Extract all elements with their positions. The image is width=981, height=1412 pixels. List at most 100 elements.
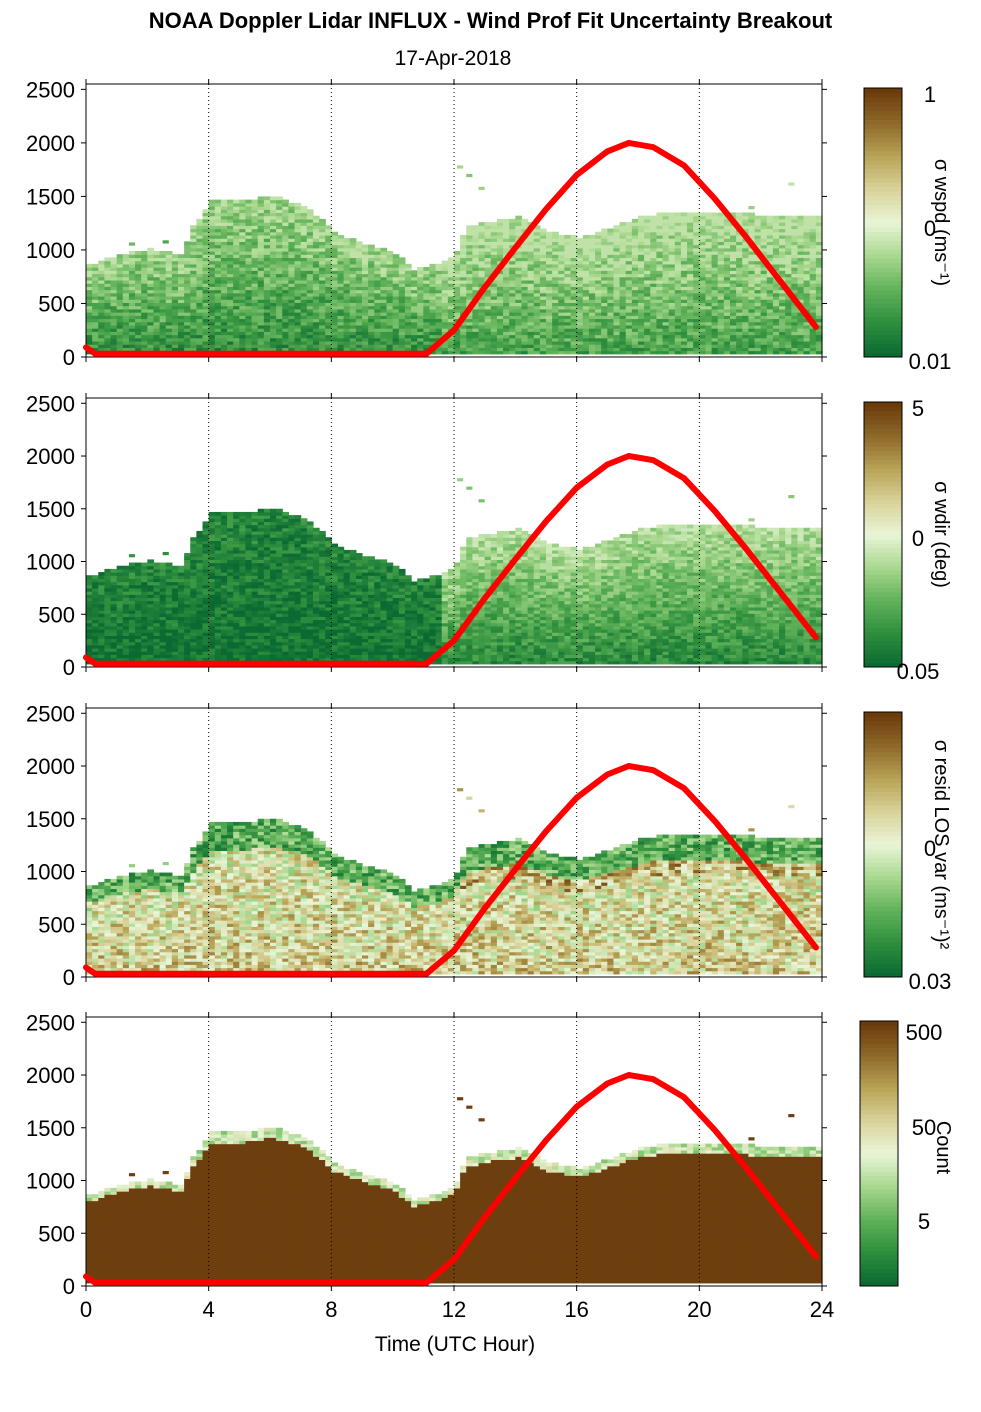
y-tick-label: 1000	[26, 238, 75, 263]
heatmap-cell	[86, 575, 93, 579]
heatmap-cell	[521, 219, 528, 223]
heatmap-cell	[712, 212, 719, 216]
colorbar-step	[864, 173, 902, 178]
heatmap-cell	[675, 212, 682, 216]
heatmap-cell	[755, 216, 762, 220]
colorbar-step	[864, 205, 902, 210]
heatmap-cell	[632, 219, 639, 223]
colorbar-step	[864, 272, 902, 277]
colorbar-step	[864, 178, 902, 183]
heatmap-cell	[288, 203, 295, 207]
heatmap-cell	[479, 187, 485, 190]
colorbar-step	[864, 155, 902, 160]
heatmap-cell	[276, 196, 283, 200]
heatmap-cell	[380, 248, 387, 252]
heatmap-cell	[515, 216, 522, 220]
colorbar-wspd: 0.0101σ wspd (ms⁻¹)	[864, 82, 952, 374]
heatmap-cell	[178, 254, 185, 258]
colorbar-step	[864, 231, 902, 236]
colorbar-step	[864, 209, 902, 214]
heatmap-cell	[791, 216, 798, 220]
heatmap-cell	[558, 235, 565, 239]
colorbar-step	[864, 326, 902, 331]
colorbar-step	[864, 344, 902, 349]
colorbar-step	[864, 110, 902, 115]
heatmap-cell	[123, 254, 130, 258]
heatmap-cell	[307, 209, 314, 213]
heatmap-cell	[301, 206, 308, 210]
heatmap-cell	[613, 225, 620, 229]
heatmap-cell	[239, 200, 246, 204]
heatmap-cell	[773, 216, 780, 220]
colorbar-step	[864, 299, 902, 304]
y-tick-label: 2000	[26, 131, 75, 156]
heatmap-cell	[92, 264, 99, 268]
colorbar-step	[864, 312, 902, 317]
heatmap-cell	[153, 251, 160, 255]
heatmap-cell	[227, 200, 234, 204]
heatmap-cell	[497, 219, 504, 223]
heatmap-cell	[319, 219, 326, 223]
heatmap-cell	[601, 229, 608, 233]
heatmap-cell	[742, 212, 749, 216]
heatmap-cell	[423, 267, 430, 271]
heatmap-cell	[767, 216, 774, 220]
heatmap-cell	[233, 200, 240, 204]
heatmap-cell	[620, 222, 627, 226]
heatmap-cell	[650, 216, 657, 220]
colorbar-step	[864, 276, 902, 281]
heatmap-cell	[540, 229, 547, 233]
y-tick-label: 1500	[26, 184, 75, 209]
colorbar-step	[864, 348, 902, 353]
heatmap-cell	[466, 174, 472, 177]
heatmap-cell	[797, 216, 804, 220]
heatmap-cell	[245, 200, 252, 204]
colorbar-label: σ wspd (ms⁻¹)	[930, 159, 952, 286]
heatmap-cell	[644, 216, 651, 220]
colorbar-step	[864, 196, 902, 201]
heatmap-cell	[98, 572, 105, 576]
heatmap-cell	[184, 241, 191, 245]
colorbar-step	[864, 214, 902, 219]
heatmap-cell	[252, 200, 259, 204]
heatmap-cell	[788, 182, 794, 185]
heatmap-cell	[368, 245, 375, 249]
heatmap-cell	[399, 257, 406, 261]
colorbar-step	[864, 249, 902, 254]
heatmap-cell	[454, 251, 461, 255]
colorbar-step	[864, 164, 902, 169]
heatmap-cell	[258, 196, 265, 200]
heatmap-cell	[491, 222, 498, 226]
heatmap-cell	[282, 200, 289, 204]
heatmap-cell	[546, 232, 553, 236]
heatmap-cell	[92, 575, 99, 579]
colorbar-step	[864, 335, 902, 340]
heatmap-cell	[442, 261, 449, 265]
heatmap-cell	[374, 248, 381, 252]
heatmap-cell	[111, 257, 118, 261]
colorbar-step	[864, 182, 902, 187]
colorbar-step	[864, 115, 902, 120]
heatmap-cell	[104, 569, 111, 573]
colorbar-step	[864, 321, 902, 326]
colorbar-step	[864, 97, 902, 102]
colorbar-step	[864, 308, 902, 313]
colorbar-step	[864, 254, 902, 259]
heatmap-cell	[595, 232, 602, 236]
heatmap-cell	[215, 200, 222, 204]
colorbar-step	[864, 137, 902, 142]
colorbar-step	[864, 227, 902, 232]
colorbar-tick-label: 1	[924, 82, 936, 107]
colorbar-step	[864, 128, 902, 133]
heatmap-cell	[111, 569, 118, 573]
heatmap-cell	[356, 241, 363, 245]
heatmap-cell	[693, 212, 700, 216]
heatmap-cell	[135, 251, 142, 255]
heatmap-cell	[264, 196, 271, 200]
heatmap-cell	[417, 267, 424, 271]
heatmap-cell	[761, 216, 768, 220]
heatmap-cell	[705, 212, 712, 216]
heatmap-cell	[362, 245, 369, 249]
heatmap-cell	[699, 212, 706, 216]
heatmap-cell	[736, 212, 743, 216]
